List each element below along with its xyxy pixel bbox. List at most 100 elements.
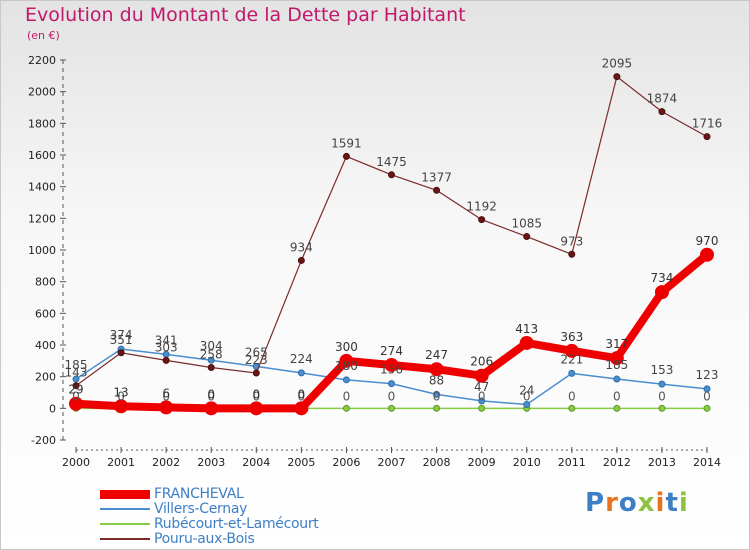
data-point (703, 385, 711, 393)
data-label: 247 (425, 348, 448, 362)
data-label: 0 (568, 389, 576, 403)
data-label: 0 (388, 389, 396, 403)
data-point (159, 400, 174, 415)
data-point (478, 216, 486, 224)
data-point (474, 368, 489, 383)
data-label: 156 (380, 363, 403, 377)
data-label: 0 (207, 387, 215, 401)
data-point (568, 404, 576, 412)
legend-item-rubecourt: Rubécourt-et-Lamécourt (100, 516, 319, 532)
data-label: 123 (696, 368, 719, 382)
logo-letter: i (655, 488, 666, 518)
data-label: 0 (298, 387, 306, 401)
data-label: 1475 (376, 155, 407, 169)
data-label: 0 (252, 389, 260, 403)
data-label: 185 (65, 358, 88, 372)
data-label: 24 (519, 384, 534, 398)
x-tick-label: 2012 (603, 456, 631, 469)
x-tick-label: 2013 (648, 456, 676, 469)
data-point (613, 404, 621, 412)
data-label: 258 (200, 347, 223, 361)
data-point (294, 401, 309, 416)
logo-letter: o (618, 488, 638, 518)
data-label: 304 (200, 339, 223, 353)
data-label: 0 (613, 389, 621, 403)
data-label: 1377 (421, 170, 452, 184)
data-point (658, 108, 666, 116)
x-tick-label: 2011 (558, 456, 586, 469)
data-label: 185 (605, 358, 628, 372)
x-tick-label: 2004 (242, 456, 270, 469)
data-label: 180 (335, 359, 358, 373)
y-tick-label: 800 (35, 276, 56, 289)
data-point (613, 73, 621, 81)
data-point (72, 382, 80, 390)
data-label: 0 (703, 389, 711, 403)
data-label: 0 (72, 389, 80, 403)
data-label: 1591 (331, 136, 362, 150)
data-point (342, 376, 350, 384)
data-point (700, 247, 714, 262)
data-label: 274 (380, 344, 403, 358)
data-point (519, 335, 534, 350)
data-point (433, 390, 441, 398)
logo-letter: P (585, 488, 606, 518)
data-point (523, 233, 531, 241)
y-tick-label: 2000 (28, 86, 56, 99)
data-label: 0 (117, 389, 125, 403)
data-label: 224 (290, 352, 313, 366)
x-tick-label: 2000 (62, 456, 90, 469)
legend-swatch (100, 489, 150, 499)
y-tick-label: 0 (49, 402, 56, 415)
data-label: 351 (110, 333, 133, 347)
x-tick-label: 2009 (468, 456, 496, 469)
logo-letter: r (605, 488, 619, 518)
data-label: 734 (650, 271, 673, 285)
legend-label: FRANCHEVAL (154, 486, 244, 502)
data-label: 0 (658, 389, 666, 403)
data-point (69, 396, 83, 411)
data-label: 1716 (692, 117, 723, 131)
legend-swatch (100, 523, 150, 525)
data-point (388, 404, 395, 412)
data-label: 1874 (647, 92, 678, 106)
data-label: 265 (245, 345, 268, 359)
data-point (429, 362, 444, 377)
series-layer (69, 73, 714, 416)
data-labels-layer: 0 0 0 0 0 0 0 0 0 0 0 0 0 0 0 185 374 341 304 265 224 180 156 8… (65, 57, 723, 404)
x-tick-label: 2005 (287, 456, 315, 469)
data-point (654, 285, 669, 300)
data-point (207, 363, 215, 371)
data-point (72, 375, 80, 383)
data-point (433, 186, 441, 194)
data-point (162, 356, 170, 364)
data-point (658, 380, 666, 388)
data-label: 221 (560, 352, 583, 366)
data-point (339, 353, 354, 368)
legend-item-villers-cernay: Villers-Cernay (100, 501, 247, 517)
data-point (703, 404, 711, 412)
data-label: 223 (245, 353, 268, 367)
proxiti-logo: Proxiti (585, 488, 689, 518)
data-point (388, 171, 395, 179)
data-label: 206 (470, 355, 493, 369)
data-point (658, 404, 666, 412)
data-label: 973 (560, 234, 583, 248)
y-tick-label: 600 (35, 307, 56, 320)
y-tick-label: 1200 (28, 212, 56, 225)
data-point (609, 351, 624, 366)
data-point (207, 356, 215, 364)
legend-item-francheval: FRANCHEVAL (100, 486, 244, 502)
data-label: 363 (560, 330, 583, 344)
legend-swatch (100, 508, 150, 510)
y-tick-label: 1600 (28, 149, 56, 162)
data-label: 153 (650, 363, 673, 377)
data-label: 374 (110, 328, 133, 342)
data-point (297, 256, 305, 264)
data-point (523, 401, 531, 409)
x-tick-label: 2006 (332, 456, 360, 469)
logo-letter: i (678, 488, 689, 518)
axes: -200020040060080010001200140016001800200… (28, 54, 721, 469)
